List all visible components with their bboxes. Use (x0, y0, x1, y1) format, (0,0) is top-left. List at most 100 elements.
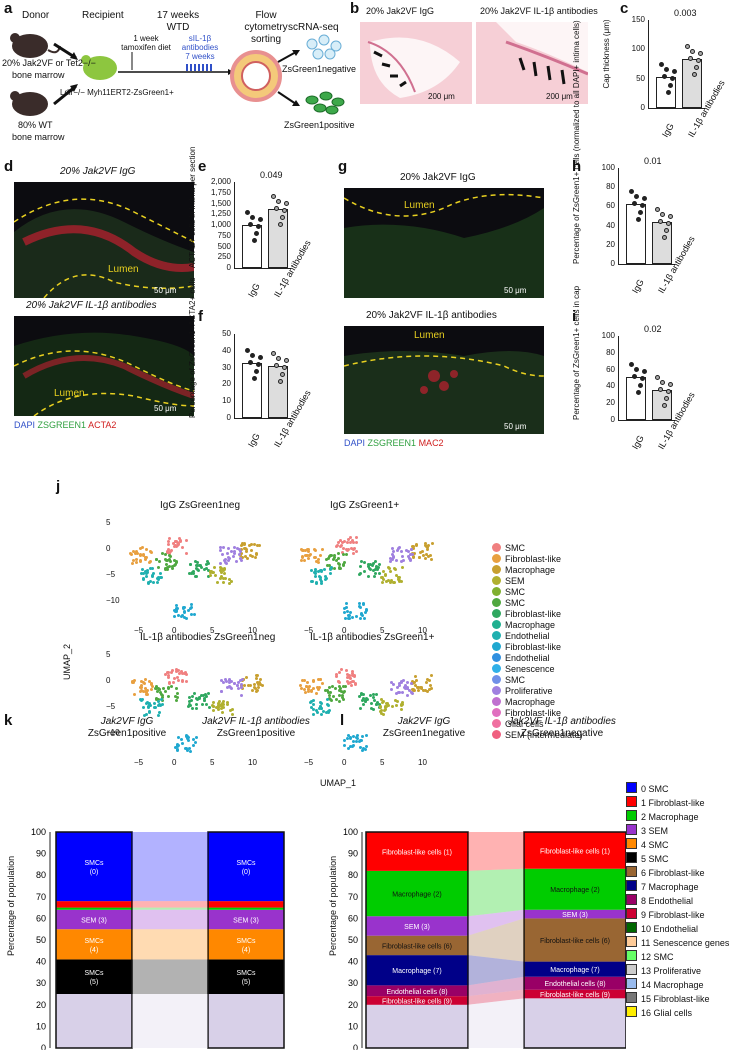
umap-cell-point (338, 566, 342, 570)
segment-label: SMCs (84, 938, 104, 945)
umap-cell-point (134, 558, 138, 562)
segment-label: (0) (90, 869, 99, 876)
e-bar-1 (268, 209, 288, 268)
umap-cell-point (238, 552, 242, 556)
umap-plot-2: −5 0 5 10 (290, 514, 440, 635)
cluster-legend-item: 7 Macrophage (626, 880, 699, 892)
b-right-image: 200 μm (476, 22, 588, 104)
umap-cell-point (378, 562, 382, 566)
umap-cell-point (317, 706, 321, 710)
umap-cell-point (136, 551, 140, 555)
h-point (660, 211, 665, 217)
umap-cell-point (341, 563, 345, 567)
umap-cell-point (156, 703, 160, 707)
f-ytick: 30 (222, 362, 231, 372)
panel-label-l: l (340, 712, 345, 729)
umap-cell-point (344, 684, 348, 688)
umap-cell-point (309, 690, 313, 694)
stacked-chart-l: Jak2VF IgG ZsGreen1negative Jak2VF IL-1β… (328, 716, 626, 1050)
umap-cell-point (223, 577, 227, 581)
umap-cell-point (146, 571, 150, 575)
cluster-swatch-icon (626, 866, 637, 877)
umap-cell-point (138, 553, 142, 557)
umap-cell-point (211, 571, 215, 575)
umap-cell-point (342, 689, 346, 693)
umap-cell-point (177, 542, 181, 546)
umap-cell-point (306, 550, 310, 553)
umap-cell-point (409, 681, 413, 685)
umap-cell-point (257, 544, 261, 548)
e-ytick: 250 (217, 252, 231, 262)
umap-cell-point (225, 685, 229, 689)
umap-cell-point (361, 734, 365, 738)
g-zsgreen-legend: ZSGREEN1 (367, 438, 417, 448)
umap-cell-point (384, 702, 388, 706)
umap-cell-point (175, 560, 179, 564)
cluster-swatch-icon (626, 852, 637, 863)
umap-cell-point (129, 551, 133, 555)
umap-cell-point (153, 706, 157, 710)
k-right-line1: Jak2VF IL-1β antibodies (202, 716, 310, 727)
umap-cell-point (346, 610, 350, 614)
umap-cell-point (319, 577, 323, 581)
umap-cell-point (187, 699, 191, 703)
umap-cell-point (355, 550, 359, 554)
wt-line2: bone marrow (12, 132, 65, 142)
umap-cell-point (310, 705, 314, 709)
umap-cell-point (219, 574, 223, 578)
umap-cell-point (415, 543, 419, 547)
umap-cell-point (160, 696, 164, 700)
umap-cell-point (382, 578, 386, 582)
umap-cell-point (243, 684, 247, 688)
legend-swatch-icon (492, 620, 501, 629)
stack-segment-other (366, 1004, 468, 1048)
e-pvalue: 0.049 (260, 170, 283, 180)
segment-label: Macrophage (7) (392, 968, 441, 975)
e-ytick: 1,500 (210, 198, 231, 208)
umap-cell-point (177, 679, 181, 683)
umap-cell-point (146, 705, 150, 708)
umap-cell-point (304, 690, 308, 694)
umap-cell-point (357, 605, 361, 609)
stacked-chart-k: Jak2VF IgG ZsGreen1positive Jak2VF IL-1β… (0, 716, 330, 1050)
cluster-legend-label: 2 Macrophage (641, 812, 699, 822)
panel-label-e: e (198, 158, 207, 175)
umap-cell-point (306, 554, 310, 558)
umap-cell-point (233, 546, 237, 550)
stack-segment-other (524, 998, 626, 1048)
umap-legend-item: Fibroblast-like (492, 708, 561, 718)
umap-cell-point (405, 685, 409, 689)
umap-cell-point (230, 549, 234, 553)
g-top-image: Lumen 50 μm (344, 188, 544, 298)
umap-cell-point (206, 575, 210, 579)
umap-cell-point (337, 688, 341, 692)
cluster-legend-label: 4 SMC (641, 840, 669, 850)
segment-label: SEM (3) (562, 912, 588, 919)
f-point (282, 364, 287, 370)
e-point (274, 206, 279, 212)
umap-cell-point (171, 541, 175, 545)
umap-legend-label: SMC (505, 598, 525, 608)
umap-cell-point (197, 568, 201, 572)
umap-cell-point (311, 687, 315, 691)
f-axes (234, 334, 291, 419)
umap-cell-point (425, 547, 429, 551)
umap-cell-point (358, 745, 362, 749)
umap-cell-point (221, 710, 225, 714)
umap-cell-point (168, 558, 172, 562)
flow-band (468, 909, 524, 936)
umap-cell-point (349, 536, 353, 540)
f-point (258, 354, 263, 360)
b-left-title: 20% Jak2VF IgG (366, 6, 435, 16)
umap-legend-item: Fibroblast-like (492, 642, 561, 652)
umap-cell-point (187, 739, 191, 743)
umap-cell-point (322, 568, 326, 572)
umap-cell-point (255, 689, 259, 693)
umap-cell-point (185, 539, 189, 543)
umap-cell-point (345, 680, 349, 684)
umap-legend-item: SMC (492, 587, 525, 597)
c-point (672, 69, 677, 75)
umap-cell-point (166, 671, 170, 675)
stack-segment-1-fibroblast-like (524, 832, 626, 869)
y-tick-label: 70 (36, 892, 46, 902)
